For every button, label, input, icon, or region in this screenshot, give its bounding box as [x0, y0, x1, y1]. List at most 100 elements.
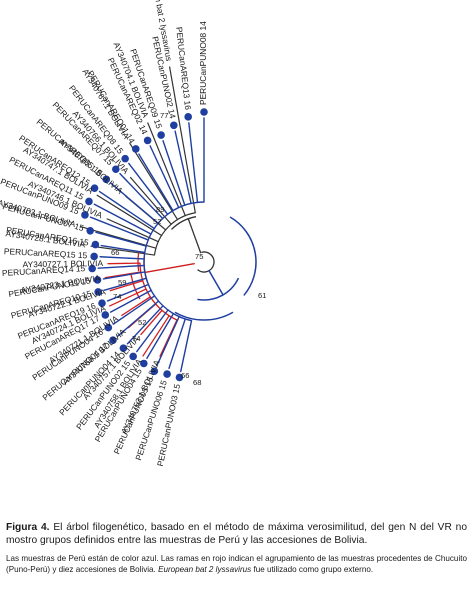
outgroup-stem-2 [187, 218, 194, 231]
peru-sample-dot [129, 352, 137, 361]
peru-sample-dot [170, 121, 178, 130]
bootstrap-value-6: 74 [113, 292, 121, 301]
branch-peru-14 [100, 244, 146, 254]
peru-sample-dot [102, 175, 111, 184]
branch-peru-4 [136, 309, 169, 353]
bootstrap-value-10: 68 [193, 378, 201, 387]
branch-red-2 [109, 280, 144, 292]
peru-sample-dot [112, 165, 120, 174]
branch-peru-6 [116, 300, 160, 337]
figure-caption-label: Figura 4. [6, 522, 50, 533]
peru-sample-dot [131, 145, 140, 153]
bootstrap-value-4: 66 [111, 248, 119, 257]
branch-black-5 [96, 194, 163, 237]
bootstrap-value-8: 74 [132, 334, 140, 343]
leaf-label-peru-13: PERUCanAREQ15 15 [4, 246, 88, 260]
branch-peru-8 [109, 289, 152, 313]
branch-peru-22 [138, 153, 174, 212]
branch-peru-24 [162, 140, 186, 206]
peru-sample-dot [150, 367, 159, 376]
peru-sample-dot [175, 373, 184, 382]
branch-red-6 [140, 309, 163, 336]
branch-red-4 [121, 296, 151, 317]
peru-sample-dot [163, 370, 171, 378]
black-leaves-arc [153, 212, 196, 256]
peru-sample-dot [90, 184, 99, 192]
peru-sample-dot [109, 336, 117, 344]
bootstrap-value-11: 61 [258, 291, 266, 300]
peru-sample-dot [184, 113, 192, 121]
peru-sample-dot [94, 288, 102, 296]
peru-sample-dot [104, 323, 113, 332]
branch-peru-9 [106, 283, 150, 302]
figure-note-text: Las muestras de Perú están de color azul… [6, 554, 467, 574]
branch-peru-15 [95, 231, 147, 247]
bootstrap-value-5: 59 [118, 278, 126, 287]
peru-sample-dot [93, 276, 102, 284]
phylogenetic-tree: KY688156.1 European bat 2 lyssavirusAY34… [0, 0, 266, 467]
red-leaves-arc [139, 263, 178, 321]
figure-caption: Figura 4. El árbol filogenético, basado … [6, 521, 467, 547]
peru-upper-arc [229, 216, 257, 296]
peru-sample-dot [85, 197, 93, 206]
branch-peru-20 [119, 172, 164, 220]
figure-note-text-end: fue utilizado como grupo externo. [253, 565, 374, 574]
bootstrap-value-7: 52 [138, 318, 146, 327]
peru-sample-dot [91, 240, 100, 249]
peru-sample-dot [101, 311, 110, 319]
peru-sample-dot [119, 344, 128, 352]
figure-note-outgroup: European bat 2 lyssavirus [158, 565, 252, 574]
bootstrap-value-2: 52 [153, 217, 161, 226]
branch-black-6 [106, 218, 159, 243]
branch-peru-19 [110, 182, 159, 224]
bootstrap-value-3: 75 [195, 252, 203, 261]
peru-sample-dot [90, 252, 98, 261]
figure-caption-text: El árbol filogenético, basado en el méto… [6, 522, 467, 547]
branch-black-1 [147, 122, 186, 217]
branch-peru-7 [112, 295, 156, 325]
branch-peru-5 [126, 305, 164, 345]
peru-sample-dot [98, 299, 106, 308]
leaf-label-peru-27: PERUCanPUNO08 14 [198, 21, 208, 105]
figure-note: Las muestras de Perú están de color azul… [6, 553, 467, 575]
branch-peru-16 [89, 216, 149, 241]
branch-peru-21 [128, 162, 169, 215]
branch-peru-1 [168, 318, 186, 370]
peru-sample-dot [143, 136, 152, 145]
branch-red-0 [107, 262, 141, 265]
branch-peru-18 [98, 190, 155, 230]
red-subclade-arc-1 [137, 252, 140, 272]
peru-sample-dot [88, 264, 96, 273]
branch-peru-26 [188, 122, 199, 204]
peru-lower-arc [174, 311, 234, 321]
branch-peru-12 [97, 264, 145, 269]
tree-branches [80, 66, 257, 373]
peru-sample-dot [140, 359, 148, 368]
red-clade-stem [144, 263, 195, 274]
branch-peru-17 [93, 203, 152, 235]
leaf-label-peru-26: PERUCanAREQ13 16 [174, 26, 193, 110]
peru-sample-dot [121, 154, 129, 163]
peru-leaves-arc [143, 201, 205, 322]
bootstrap-value-9: 66 [181, 371, 189, 380]
branch-peru-13 [99, 256, 145, 260]
root-arc [197, 251, 215, 273]
branch-peru-2 [156, 315, 180, 367]
black-clade-arc [171, 216, 197, 230]
peru-sample-dot [86, 226, 95, 235]
bootstrap-value-0: 77 [160, 111, 168, 120]
leaf-label-red-0: AY340727.1 BOLIVIA [23, 258, 104, 269]
peru-clade-arc [197, 277, 240, 301]
branch-black-2 [129, 142, 179, 221]
outgroup-stem [191, 229, 202, 254]
peru-clade-stem [208, 269, 224, 296]
branch-peru-11 [102, 271, 146, 280]
branch-peru-23 [149, 145, 180, 209]
peru-sample-dot [157, 131, 165, 139]
leaf-label-peru-12: PERUCanAREQ14 15 [2, 263, 86, 278]
branch-red-7 [142, 315, 170, 357]
bootstrap-value-1: 89 [156, 205, 164, 214]
branch-black-0 [169, 66, 196, 214]
bootstrap-values: 77 89 52 75 66 59 74 52 74 66 68 61 [111, 111, 266, 387]
branch-peru-0 [180, 319, 193, 373]
